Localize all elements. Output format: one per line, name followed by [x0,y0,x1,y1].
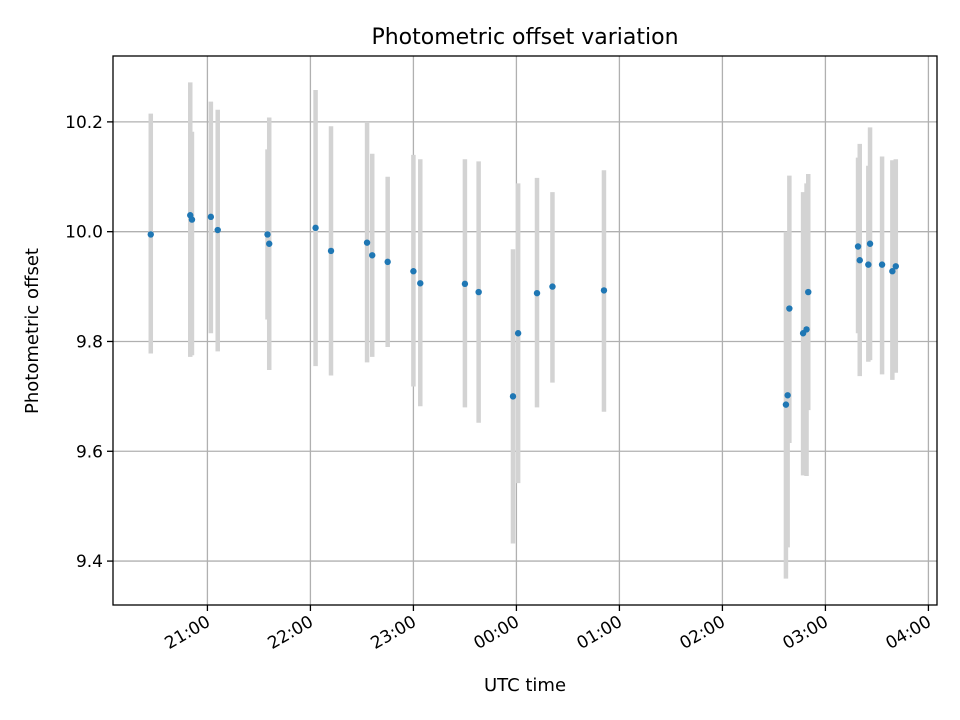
x-tick-label: 21:00 [161,612,213,654]
data-point [312,224,319,232]
x-tick-label: 00:00 [470,612,522,654]
y-axis-ticks: 9.4 9.6 9.8 10.0 10.2 [65,113,113,572]
data-point [549,283,556,290]
data-point [363,239,371,246]
x-tick-label: 04:00 [882,612,934,654]
data-point [327,247,335,255]
x-tick-label: 22:00 [264,612,316,654]
grid [113,56,937,605]
data-point [600,287,608,294]
data-point [805,288,812,296]
data-point [856,257,863,264]
data-point [509,393,517,400]
x-tick-label: 03:00 [779,612,831,654]
data-point [866,240,874,247]
data-point [417,280,424,287]
data-point [384,258,391,266]
data-point [147,231,154,238]
data-point [786,305,793,312]
data-point [369,252,376,259]
data-point [207,213,215,221]
chart-title: Photometric offset variation [371,25,678,50]
data-point [803,326,810,333]
data-point [865,261,872,268]
data-point [784,392,791,399]
x-axis-label: UTC time [484,675,566,696]
data-point [514,330,522,337]
data-point [475,288,482,296]
data-point [782,401,790,408]
x-tick-label: 02:00 [676,612,728,654]
data-point [878,261,886,268]
plot-area-frame [112,55,938,606]
y-tick-label: 9.4 [76,552,103,572]
data-point [461,280,469,288]
data-points [147,212,899,408]
y-tick-label: 10.0 [65,223,103,243]
data-point [533,289,541,297]
data-point [264,231,271,238]
data-point [854,243,862,250]
y-tick-label: 10.2 [65,113,103,133]
data-point [214,226,221,234]
data-point [889,268,896,275]
data-point [188,216,196,223]
y-tick-label: 9.6 [76,442,103,462]
data-point [892,263,899,270]
y-tick-label: 9.8 [76,332,103,352]
x-axis-ticks: 21:00 22:00 23:00 00:00 01:00 02:00 03:00 04:00 [161,605,935,654]
error-bars [148,82,899,579]
y-axis-label: Photometric offset [22,248,43,414]
x-tick-label: 23:00 [367,612,419,654]
x-tick-label: 01:00 [573,612,625,654]
data-point [266,240,273,247]
data-point [410,268,417,275]
